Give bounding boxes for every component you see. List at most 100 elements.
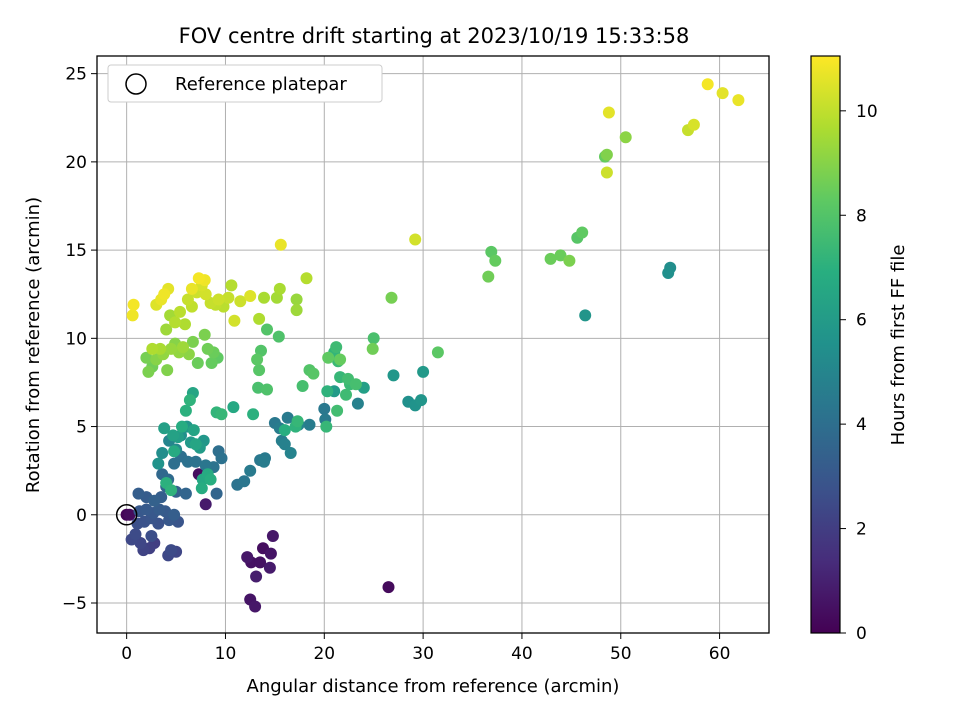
chart-title: FOV centre drift starting at 2023/10/19 … [179,24,690,48]
data-point [152,457,165,470]
data-point [212,293,225,306]
y-axis-ticks: −5 0 5 10 15 20 25 [62,65,97,614]
data-point [250,570,263,583]
data-point [331,404,344,417]
data-point [662,267,675,279]
colorbar-tick-label: 8 [856,206,867,226]
data-point [158,422,171,435]
data-point [198,328,211,341]
data-point [247,408,260,421]
data-point [132,487,145,500]
data-point [600,148,613,161]
data-point [187,424,200,437]
data-point [382,581,395,594]
colorbar-label: Hours from first FF file [888,245,909,446]
data-point [261,383,273,396]
data-point [167,429,180,442]
data-point [160,323,173,336]
x-axis-label: Angular distance from reference (arcmin) [247,676,620,697]
data-point [266,530,279,542]
data-point [303,418,316,431]
data-point [140,351,153,364]
data-point [385,291,398,304]
data-point [290,304,303,317]
data-point [129,528,142,541]
x-axis-ticks: 0 10 20 30 40 50 60 [121,633,730,664]
data-point [215,452,228,465]
data-point [161,364,174,377]
data-point [179,487,192,500]
data-point [253,364,266,377]
data-point [234,295,247,308]
data-point [321,385,334,398]
data-point [179,404,192,417]
data-point [192,272,205,285]
data-point [140,503,153,516]
data-point [600,166,613,179]
y-tick-label: 25 [65,65,87,85]
x-tick-label: 40 [511,644,533,664]
data-point [179,318,191,331]
data-point [273,282,286,295]
data-point [732,94,745,107]
data-point [126,309,139,322]
data-point [185,282,198,295]
data-point [264,547,277,560]
x-tick-label: 60 [709,644,731,664]
data-point [417,365,430,378]
data-point [544,252,557,265]
data-point [272,330,285,343]
data-point [278,438,291,451]
data-point [238,475,251,488]
data-point [158,288,171,301]
data-point [349,378,362,391]
data-point [258,291,270,304]
legend-box [107,64,383,103]
x-tick-label: 10 [215,644,237,664]
colorbar-tick-label: 6 [856,311,867,331]
data-point [199,498,212,511]
colorbar-tick-label: 4 [856,415,867,435]
data-point [320,420,333,433]
data-point [177,341,189,354]
y-axis-label: Rotation from reference (arcmin) [23,197,44,493]
data-point [367,332,380,345]
colorbar-tick-label: 10 [856,102,878,122]
data-point [554,249,567,262]
data-point [181,293,194,306]
data-point [254,556,267,569]
data-point [263,561,276,574]
data-point [205,357,218,369]
data-point [322,351,335,364]
data-point [189,438,202,451]
data-point [168,508,181,521]
data-point [241,551,254,564]
data-point [431,346,444,359]
data-point [274,238,287,251]
y-tick-label: 5 [76,418,87,438]
data-point [366,342,379,355]
data-point [189,455,202,468]
data-point [258,455,270,468]
data-point [146,342,159,355]
data-point [127,298,140,311]
data-point [351,397,364,410]
data-point [142,365,155,378]
x-tick-label: 50 [610,644,632,664]
y-tick-label: 0 [76,506,87,526]
data-point [318,402,331,415]
data-point [176,420,188,433]
data-point [215,408,228,421]
colorbar [810,55,841,634]
data-point [340,388,352,401]
data-point [291,415,304,428]
data-point [148,494,161,507]
colorbar-tick-label: 0 [856,624,867,644]
data-point [482,270,495,283]
plot-frame [96,55,770,634]
data-point [687,118,700,131]
x-tick-label: 0 [121,644,132,664]
data-point [281,411,294,424]
data-point [330,341,343,354]
